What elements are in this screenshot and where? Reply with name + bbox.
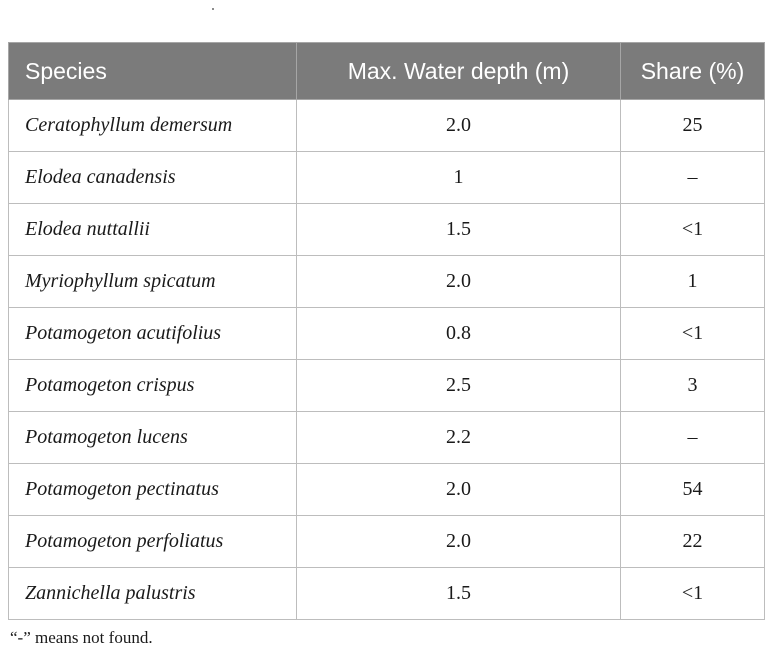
share-cell: 25 (620, 99, 765, 152)
table-row: Zannichella palustris 1.5 <1 (8, 567, 765, 620)
species-cell: Myriophyllum spicatum (8, 255, 297, 308)
species-cell: Potamogeton acutifolius (8, 307, 297, 360)
species-cell: Potamogeton lucens (8, 411, 297, 464)
depth-cell: 2.0 (296, 463, 621, 516)
depth-cell: 2.0 (296, 99, 621, 152)
depth-cell: 0.8 (296, 307, 621, 360)
share-cell: – (620, 151, 765, 204)
table-row: Potamogeton lucens 2.2 – (8, 411, 765, 464)
table-row: Myriophyllum spicatum 2.0 1 (8, 255, 765, 308)
share-cell: <1 (620, 307, 765, 360)
depth-cell: 2.5 (296, 359, 621, 412)
species-cell: Potamogeton crispus (8, 359, 297, 412)
depth-cell: 2.0 (296, 255, 621, 308)
table-row: Elodea canadensis 1 – (8, 151, 765, 204)
column-header-max-water-depth: Max. Water depth (m) (296, 42, 621, 100)
species-cell: Elodea canadensis (8, 151, 297, 204)
decorative-dot (212, 8, 214, 10)
table-header-row: Species Max. Water depth (m) Share (%) (8, 42, 765, 100)
table-row: Ceratophyllum demersum 2.0 25 (8, 99, 765, 152)
species-depth-table: Species Max. Water depth (m) Share (%) C… (8, 42, 765, 620)
table-row: Elodea nuttallii 1.5 <1 (8, 203, 765, 256)
share-cell: <1 (620, 203, 765, 256)
table-footnote: “-” means not found. (10, 628, 153, 647)
species-cell: Potamogeton pectinatus (8, 463, 297, 516)
table-row: Potamogeton crispus 2.5 3 (8, 359, 765, 412)
table-row: Potamogeton pectinatus 2.0 54 (8, 463, 765, 516)
share-cell: 3 (620, 359, 765, 412)
species-cell: Ceratophyllum demersum (8, 99, 297, 152)
share-cell: 22 (620, 515, 765, 568)
depth-cell: 2.0 (296, 515, 621, 568)
share-cell: <1 (620, 567, 765, 620)
species-cell: Potamogeton perfoliatus (8, 515, 297, 568)
species-cell: Elodea nuttallii (8, 203, 297, 256)
table-row: Potamogeton acutifolius 0.8 <1 (8, 307, 765, 360)
share-cell: 1 (620, 255, 765, 308)
species-cell: Zannichella palustris (8, 567, 297, 620)
share-cell: – (620, 411, 765, 464)
depth-cell: 2.2 (296, 411, 621, 464)
share-cell: 54 (620, 463, 765, 516)
column-header-species: Species (8, 42, 297, 100)
table-row: Potamogeton perfoliatus 2.0 22 (8, 515, 765, 568)
depth-cell: 1.5 (296, 567, 621, 620)
depth-cell: 1 (296, 151, 621, 204)
column-header-share: Share (%) (620, 42, 765, 100)
depth-cell: 1.5 (296, 203, 621, 256)
